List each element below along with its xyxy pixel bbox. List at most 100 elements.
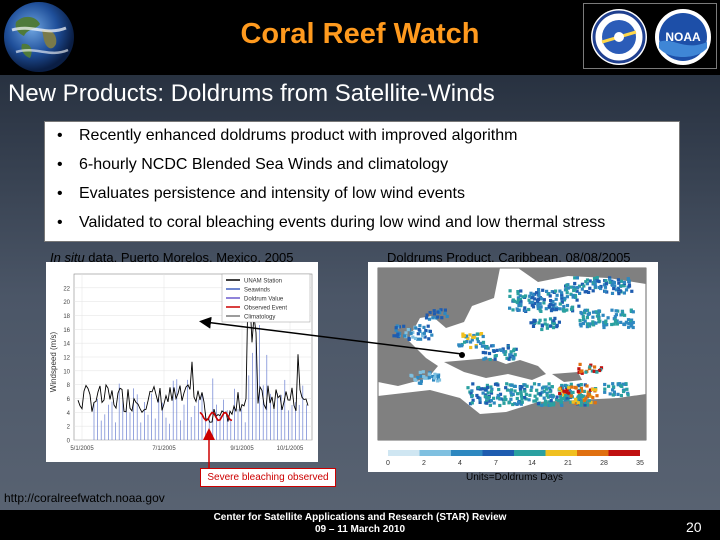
doldrums-cell: [532, 399, 536, 403]
doldrums-cell: [425, 313, 429, 317]
colorbar-segment: [388, 450, 420, 456]
doldrums-cell: [573, 281, 577, 286]
doldrums-cell: [524, 294, 528, 298]
doldrums-cell: [586, 392, 590, 396]
doldrums-cell: [562, 389, 566, 393]
doldrums-cell: [588, 388, 593, 392]
doldrums-cell: [523, 308, 527, 312]
slide-subtitle: New Products: Doldrums from Satellite-Wi…: [8, 80, 495, 107]
doldrums-cell: [419, 337, 423, 341]
y-axis-label: Windspeed (m/s): [49, 331, 58, 392]
doldrums-cell: [551, 300, 555, 304]
doldrums-cell: [627, 279, 631, 283]
doldrums-cell: [518, 294, 522, 298]
doldrums-cell: [525, 384, 529, 388]
doldrums-cell: [508, 355, 512, 359]
legend-entry: Observed Event: [244, 306, 287, 312]
list-item: • Recently enhanced doldrums product with…: [57, 127, 518, 144]
doldrums-cell: [629, 320, 633, 324]
doldrums-cell: [443, 311, 447, 316]
doldrums-cell: [531, 324, 536, 328]
page-title: Coral Reef Watch: [240, 18, 480, 50]
doldrums-cell: [599, 284, 603, 289]
doldrums-cell: [520, 400, 524, 404]
doldrums-cell: [489, 391, 494, 395]
doldrums-cell: [537, 383, 541, 387]
doldrums-cell: [490, 387, 494, 391]
source-url[interactable]: http://coralreefwatch.noaa.gov: [4, 491, 165, 505]
doldrums-cell: [509, 391, 513, 395]
doldrums-cell: [468, 390, 472, 394]
doldrums-cell: [565, 396, 569, 400]
doldrums-cell: [554, 297, 558, 301]
doldrums-cell: [627, 321, 631, 326]
doldrums-cell: [495, 348, 499, 352]
doldrums-cell: [580, 389, 584, 393]
doldrums-cell: [601, 313, 605, 317]
doldrums-cell: [602, 283, 607, 287]
doldrums-cell: [620, 284, 624, 288]
doldrums-cell: [509, 397, 513, 401]
doldrums-cell: [622, 284, 626, 288]
doldrums-cell: [492, 349, 496, 353]
list-item: • 6-hourly NCDC Blended Sea Winds and cli…: [57, 156, 449, 173]
doldrums-cell: [627, 284, 632, 288]
doldrums-cell: [585, 290, 589, 294]
map-units-label: Units=Doldrums Days: [466, 472, 563, 483]
doldrums-cell: [427, 376, 431, 380]
doldrums-cell: [617, 292, 621, 296]
doldrums-cell: [394, 326, 398, 330]
doldrums-cell: [501, 347, 505, 351]
doldrums-cell: [514, 347, 518, 351]
doldrums-cell: [559, 400, 563, 404]
doldrums-cell: [563, 296, 567, 300]
doldrums-cell: [422, 331, 426, 335]
station-series-line: [77, 291, 309, 423]
doldrums-cell: [529, 388, 533, 392]
doldrums-cell: [567, 391, 571, 395]
doldrums-cell: [515, 396, 519, 401]
footer-bar: [0, 510, 720, 540]
doldrums-cell: [502, 401, 506, 405]
doldrums-cell: [486, 391, 490, 395]
x-tick-label: 7/1/2005: [152, 446, 176, 452]
doldrums-map: 0 2 4 7 14 21 28 35: [368, 262, 658, 472]
doldrums-cell: [437, 378, 442, 382]
doldrums-cell: [585, 278, 590, 282]
header-bar: Coral Reef Watch NOAA: [0, 0, 720, 75]
doldrums-cell: [591, 387, 595, 391]
y-tick-label: 10: [63, 369, 70, 375]
doldrums-cell: [515, 300, 519, 304]
doldrums-cell: [577, 383, 581, 387]
doldrums-cell: [589, 363, 593, 367]
doldrums-cell: [485, 345, 489, 349]
doldrums-cell: [511, 392, 515, 396]
doldrums-cell: [524, 392, 528, 396]
doldrums-cell: [626, 318, 631, 322]
doldrums-cell: [513, 389, 517, 393]
doldrums-cell: [470, 394, 474, 398]
doldrums-cell: [610, 308, 614, 312]
doldrums-cell: [411, 335, 415, 339]
doldrums-cell: [610, 322, 614, 327]
doldrums-cell: [530, 385, 534, 389]
doldrums-cell: [627, 325, 631, 329]
doldrums-cell: [440, 316, 444, 320]
doldrums-cell: [612, 322, 616, 326]
doldrums-cell: [513, 299, 517, 303]
doldrums-cell: [513, 384, 517, 388]
doldrums-cell: [585, 308, 590, 312]
doldrums-cell: [575, 276, 579, 280]
page-number: 20: [686, 519, 702, 535]
colorbar-segment: [451, 450, 483, 456]
doldrums-cell: [555, 293, 559, 297]
list-item: • Evaluates persistence and intensity of …: [57, 185, 465, 202]
doldrums-cell: [484, 351, 488, 355]
doldrums-cell: [613, 315, 617, 319]
y-tick-label: 4: [67, 411, 71, 417]
y-tick-label: 6: [67, 397, 71, 403]
doldrums-cell: [521, 295, 525, 299]
colorbar-tick-label: 14: [528, 460, 536, 467]
doldrums-cell: [507, 401, 511, 405]
doldrums-cell: [616, 383, 620, 387]
